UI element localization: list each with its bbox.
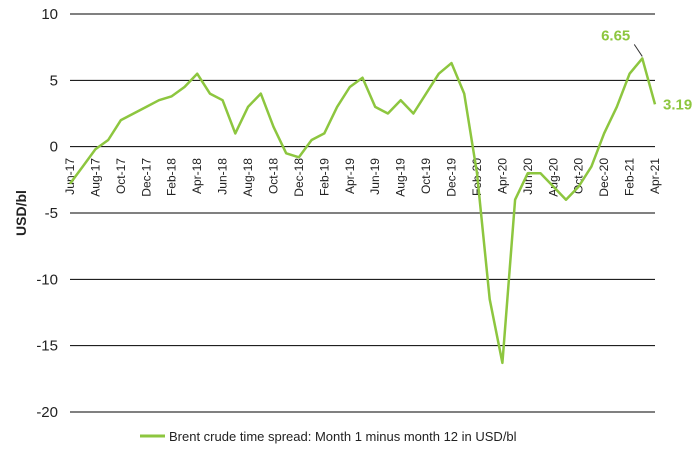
x-tick-label: Aug-19 [394,158,408,197]
x-tick-label: Feb-21 [623,158,637,196]
y-tick-label: -5 [45,205,58,222]
y-tick-label: 10 [41,6,58,23]
legend: Brent crude time spread: Month 1 minus m… [140,429,517,444]
x-tick-label: Oct-17 [114,158,128,194]
x-tick-label: Aug-17 [88,158,102,197]
series-line [68,57,657,365]
y-tick-label: -20 [36,404,58,421]
x-tick-label: Feb-19 [317,158,331,196]
x-tick-label: Oct-18 [266,158,280,194]
x-tick-label: Jun-17 [63,158,77,195]
x-tick-label: Jun-19 [368,158,382,195]
annotation-layer: 6.65 3.19 [601,27,692,113]
x-tick-labels: Jun-17 Aug-17 Oct-17 Dec-17 Feb-18 Apr-18 Jun-… [63,158,662,197]
series-layer [68,57,657,365]
x-tick-label: Oct-20 [572,158,586,194]
legend-label: Brent crude time spread: Month 1 minus m… [169,429,517,444]
x-tick-label: Apr-18 [190,158,204,194]
x-tick-label: Aug-18 [241,158,255,197]
x-tick-label: Jun-18 [216,158,230,195]
x-tick-label: Jun-20 [521,158,535,195]
y-tick-label: -15 [36,338,58,355]
annotation-last: 3.19 [663,96,692,113]
x-tick-label: Dec-20 [597,158,611,197]
y-tick-label: 0 [50,139,58,156]
x-tick-label: Dec-17 [139,158,153,197]
y-axis-label: USD/bl [13,190,29,236]
annotation-peak: 6.65 [601,27,630,44]
x-tick-label: Dec-19 [445,158,459,197]
y-tick-label: 5 [50,72,58,89]
x-tick-label: Apr-20 [495,158,509,194]
x-tick-label: Oct-19 [419,158,433,194]
y-tick-label: -10 [36,271,58,288]
x-tick-label: Apr-19 [343,158,357,194]
y-tick-labels: 10 5 0 -5 -10 -15 -20 [36,6,58,421]
grid-layer [70,13,655,413]
x-tick-label: Aug-20 [546,158,560,197]
x-tick-label: Apr-21 [648,158,662,194]
x-tick-label: Feb-18 [165,158,179,196]
annotation-leader [633,44,643,57]
x-tick-label: Dec-18 [292,158,306,197]
